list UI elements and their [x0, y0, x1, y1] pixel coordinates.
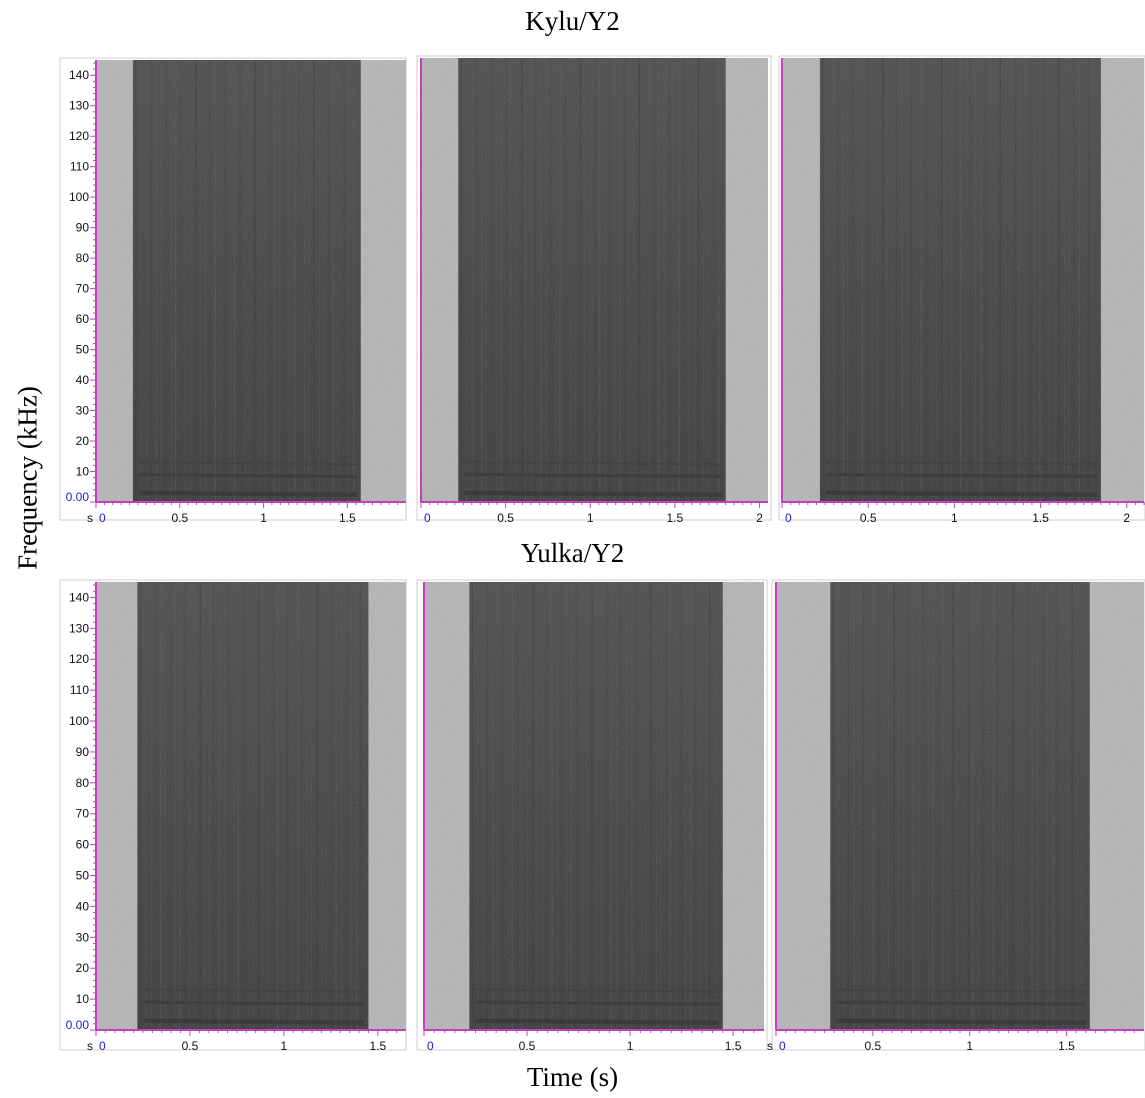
x-tick-label: 1.5	[667, 511, 684, 525]
y-tick-label: 140	[69, 68, 89, 82]
y-tick-label: 20	[76, 434, 90, 448]
x-tick-label: 1	[627, 1039, 634, 1053]
y-tick-label: 40	[76, 373, 90, 387]
y-tick-label: 100	[69, 714, 89, 728]
x-tick-label: 1.5	[725, 1039, 742, 1053]
x-unit-marker: s	[87, 511, 93, 525]
y-tick-label: 80	[76, 776, 90, 790]
noise-texture	[424, 582, 764, 1030]
noise-texture	[776, 582, 1144, 1030]
x-tick-label: 0	[99, 511, 106, 525]
y-tick-label: 30	[76, 404, 90, 418]
y-tick-label: 70	[76, 807, 90, 821]
y-zero-label: 0.00	[66, 1018, 90, 1032]
x-tick-label: 1	[966, 1039, 973, 1053]
y-tick-label: 50	[76, 343, 90, 357]
noise-texture	[96, 582, 406, 1030]
x-tick-label: 0	[785, 511, 792, 525]
x-tick-label: 1.5	[1032, 511, 1049, 525]
x-tick-label: 1	[951, 511, 958, 525]
y-tick-label: 110	[70, 160, 89, 174]
x-tick-label: 1	[281, 1039, 288, 1053]
x-tick-label: 1.5	[369, 1039, 386, 1053]
x-tick-label: 0	[779, 1039, 786, 1053]
y-tick-label: 120	[69, 129, 89, 143]
y-tick-label: 50	[76, 869, 90, 883]
x-tick-label: 0.5	[864, 1039, 881, 1053]
x-tick-label: 0	[424, 511, 431, 525]
y-tick-label: 90	[76, 221, 90, 235]
y-tick-label: 80	[76, 251, 90, 265]
x-tick-label: 0.5	[519, 1039, 536, 1053]
top-row-title: Kylu/Y2	[525, 6, 620, 36]
spectrogram-panel: 0 0.5 1 1.5	[416, 579, 768, 1053]
y-tick-label: 130	[69, 621, 89, 635]
y-tick-label: 110	[70, 683, 89, 697]
spectrogram-panel: 0 0.5 1 1.5 s 10 20 30 40 50 60 70 80 90 100 110 120 130 1…	[59, 57, 407, 525]
spectrogram-panel: 0 0.5 1 1.5 2	[416, 55, 772, 525]
x-tick-label: 0.5	[497, 511, 514, 525]
x-tick-label: 2	[1123, 511, 1130, 525]
x-tick-label: 0	[427, 1039, 434, 1053]
x-tick-label: 2	[756, 511, 763, 525]
x-tick-label: 0	[99, 1039, 106, 1053]
x-tick-label: 1	[587, 511, 594, 525]
x-tick-label: 0.5	[860, 511, 877, 525]
y-tick-label: 60	[76, 312, 90, 326]
y-zero-label: 0.00	[66, 490, 90, 504]
y-tick-label: 20	[76, 961, 90, 975]
x-tick-label: 1.5	[1058, 1039, 1075, 1053]
y-tick-label: 30	[76, 930, 90, 944]
noise-texture	[782, 58, 1144, 502]
y-tick-label: 40	[76, 899, 90, 913]
y-tick-label: 10	[76, 465, 90, 479]
y-tick-label: 10	[76, 992, 90, 1006]
x-tick-label: 1	[260, 511, 267, 525]
y-tick-label: 120	[69, 652, 89, 666]
spectrogram-panel: 0 0.5 1 1.5 s	[767, 579, 1145, 1053]
x-tick-label: 0.5	[171, 511, 188, 525]
x-tick-label: 0.5	[182, 1039, 199, 1053]
y-tick-label: 140	[69, 590, 89, 604]
spectrogram-panel: 0 0.5 1 1.5 s 10 20 30 40 50 60 70 80 90 100 110 120 130 1…	[59, 579, 407, 1053]
noise-texture	[96, 60, 406, 502]
x-axis-label: Time (s)	[526, 1062, 619, 1092]
x-tick-label: 1.5	[339, 511, 356, 525]
spectrogram-panel: 0 0.5 1 1.5 2	[778, 55, 1145, 525]
x-unit-marker: s	[767, 1039, 773, 1053]
y-tick-label: 90	[76, 745, 90, 759]
y-tick-label: 130	[69, 99, 89, 113]
x-unit-marker: s	[87, 1039, 93, 1053]
noise-texture	[421, 58, 768, 502]
y-tick-label: 70	[76, 282, 90, 296]
y-tick-label: 100	[69, 190, 89, 204]
bottom-row-title: Yulka/Y2	[520, 538, 625, 568]
y-tick-label: 60	[76, 838, 90, 852]
